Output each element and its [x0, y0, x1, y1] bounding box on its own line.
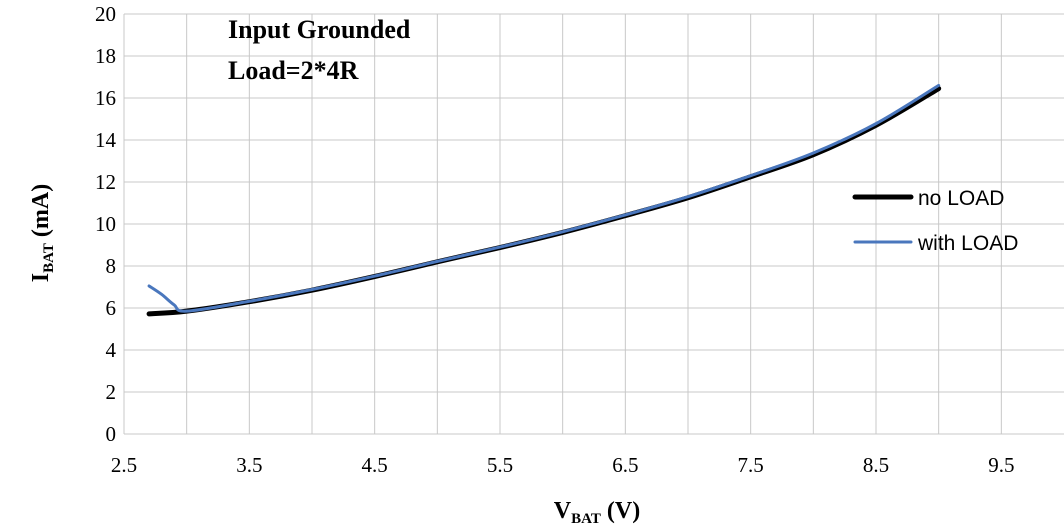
series-line-no-load — [146, 86, 942, 317]
x-axis-tick-labels: 2.5 3.5 4.5 5.5 6.5 7.5 8.5 9.5 — [111, 453, 1015, 477]
horizontal-gridlines — [124, 13, 1064, 435]
y-tick-label: 6 — [106, 296, 117, 320]
legend-label-no-load: no LOAD — [918, 187, 1004, 210]
x-tick-label: 2.5 — [111, 453, 137, 477]
legend: no LOAD with LOAD — [852, 187, 1018, 255]
x-tick-label: 8.5 — [863, 453, 889, 477]
y-tick-label: 4 — [106, 338, 117, 362]
x-tick-label: 6.5 — [612, 453, 638, 477]
annotation-input-grounded: Input Grounded — [228, 15, 411, 44]
x-tick-label: 4.5 — [362, 453, 388, 477]
x-tick-label: 7.5 — [738, 453, 764, 477]
y-tick-label: 0 — [106, 422, 117, 446]
series-layer — [146, 83, 942, 317]
y-axis-tick-labels: 0 2 4 6 8 10 12 14 16 18 20 — [95, 2, 117, 446]
x-tick-label: 3.5 — [236, 453, 262, 477]
x-axis-title: VBAT (V) — [554, 498, 640, 527]
x-tick-label: 9.5 — [988, 453, 1014, 477]
annotation-load: Load=2*4R — [228, 56, 359, 85]
y-tick-label: 20 — [95, 2, 116, 26]
series-line-with-load — [147, 83, 941, 313]
y-axis-title: IBAT (mA) — [28, 184, 57, 282]
y-tick-label: 2 — [106, 380, 117, 404]
y-tick-label: 18 — [95, 44, 116, 68]
legend-label-with-load: with LOAD — [917, 232, 1018, 255]
x-tick-label: 5.5 — [487, 453, 513, 477]
y-tick-label: 10 — [95, 212, 116, 236]
y-tick-label: 12 — [95, 170, 116, 194]
y-tick-label: 8 — [106, 254, 117, 278]
y-tick-label: 16 — [95, 86, 116, 110]
y-tick-label: 14 — [95, 128, 117, 152]
